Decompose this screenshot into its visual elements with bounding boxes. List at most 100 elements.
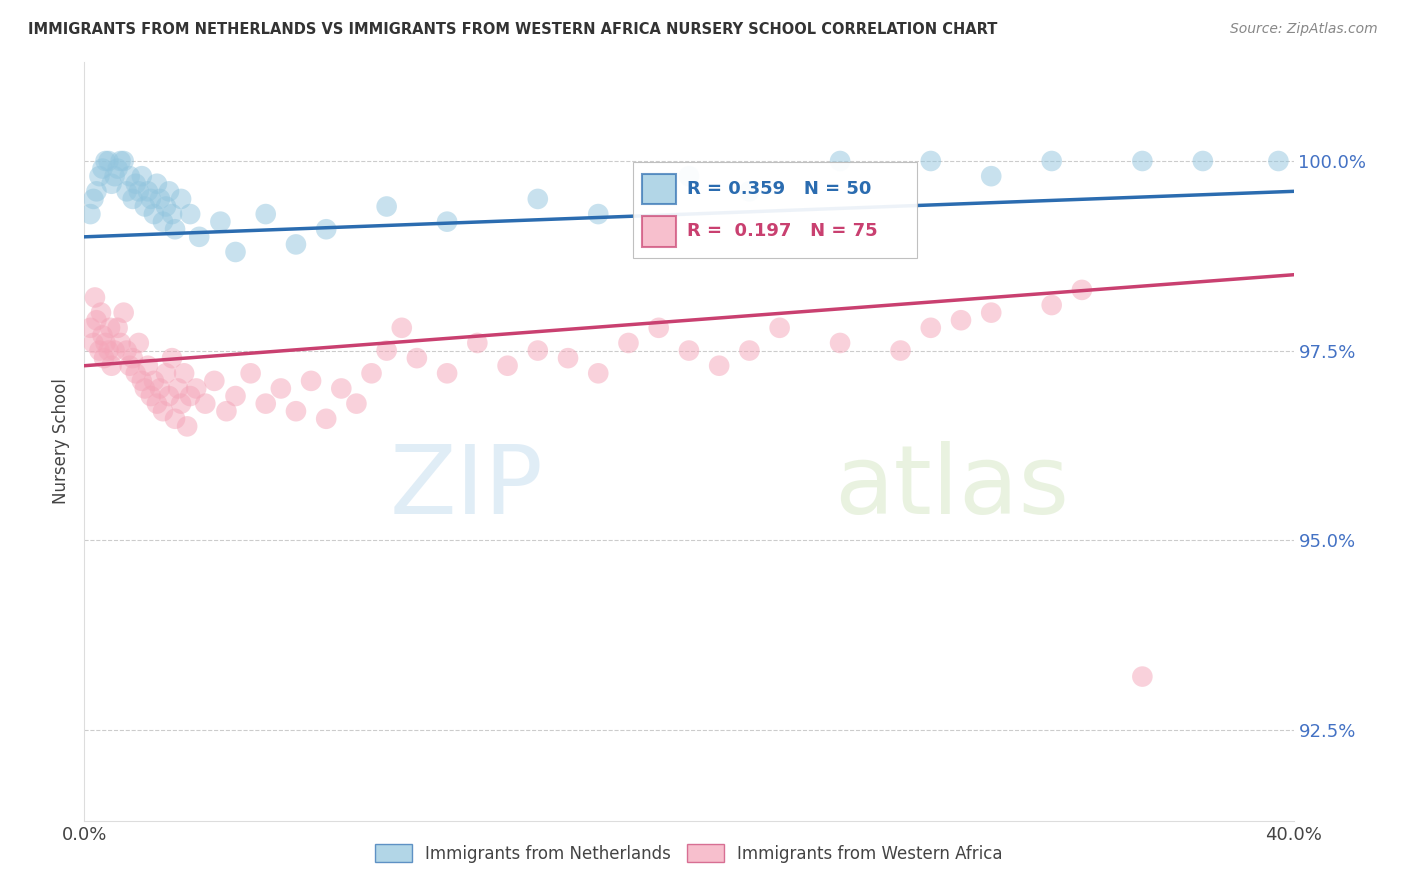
Point [830, 336, 852, 351]
Point [165, 222, 187, 236]
Point [375, 343, 398, 358]
Text: ZIP: ZIP [389, 441, 544, 533]
Point [890, 343, 912, 358]
Point [107, 321, 129, 335]
Point [179, 389, 201, 403]
Point [155, 200, 177, 214]
Point [89, 169, 111, 184]
Point [91, 328, 114, 343]
Point [118, 359, 141, 373]
Point [128, 336, 150, 351]
Point [107, 161, 129, 176]
Point [225, 245, 247, 260]
Point [1132, 154, 1154, 169]
Point [769, 321, 792, 335]
Point [97, 154, 120, 169]
Point [82, 192, 104, 206]
Point [467, 336, 489, 351]
Point [131, 374, 153, 388]
Point [285, 237, 308, 252]
Point [315, 412, 337, 426]
Point [215, 404, 238, 418]
Point [93, 351, 115, 366]
Point [121, 351, 143, 366]
Point [1040, 298, 1063, 312]
Legend: Immigrants from Netherlands, Immigrants from Western Africa: Immigrants from Netherlands, Immigrants … [368, 838, 1010, 869]
Point [125, 367, 148, 381]
Point [179, 207, 201, 221]
Point [299, 374, 322, 388]
Point [270, 382, 292, 396]
Point [830, 154, 852, 169]
Point [90, 306, 112, 320]
Point [170, 397, 193, 411]
Point [152, 215, 174, 229]
Point [118, 169, 141, 184]
Point [136, 359, 159, 373]
Point [360, 367, 382, 381]
Point [104, 343, 127, 358]
Point [406, 351, 429, 366]
Point [617, 336, 640, 351]
Point [104, 169, 127, 184]
Point [254, 207, 277, 221]
Point [86, 313, 108, 327]
Point [139, 389, 162, 403]
Point [254, 397, 277, 411]
Text: atlas: atlas [834, 441, 1069, 533]
Point [678, 169, 700, 184]
Text: IMMIGRANTS FROM NETHERLANDS VS IMMIGRANTS FROM WESTERN AFRICA NURSERY SCHOOL COR: IMMIGRANTS FROM NETHERLANDS VS IMMIGRANT… [28, 22, 997, 37]
Point [128, 185, 150, 199]
Point [588, 367, 610, 381]
Point [496, 359, 519, 373]
Point [436, 215, 458, 229]
Point [980, 169, 1002, 184]
Point [285, 404, 308, 418]
Point [110, 336, 132, 351]
Point [194, 397, 217, 411]
Point [146, 397, 169, 411]
Point [920, 321, 942, 335]
Point [557, 351, 579, 366]
Point [134, 200, 156, 214]
Point [94, 336, 117, 351]
Point [209, 215, 232, 229]
Point [100, 359, 122, 373]
Point [648, 321, 671, 335]
Point [146, 177, 169, 191]
Point [79, 207, 101, 221]
Point [115, 185, 138, 199]
Point [202, 374, 225, 388]
Point [980, 306, 1002, 320]
Point [346, 397, 368, 411]
Text: R =  0.197   N = 75: R = 0.197 N = 75 [688, 222, 877, 240]
Point [97, 343, 120, 358]
Point [315, 222, 337, 236]
Point [950, 313, 973, 327]
Point [157, 185, 180, 199]
Point [160, 351, 183, 366]
Point [110, 154, 132, 169]
Point [134, 382, 156, 396]
Point [588, 207, 610, 221]
Point [94, 154, 117, 169]
Point [391, 321, 413, 335]
Point [170, 192, 193, 206]
Point [149, 382, 172, 396]
Point [155, 367, 177, 381]
Point [1192, 154, 1215, 169]
Point [89, 343, 111, 358]
Point [98, 321, 121, 335]
Point [920, 154, 942, 169]
Point [709, 359, 731, 373]
Point [112, 154, 135, 169]
Point [188, 230, 211, 244]
Point [738, 343, 761, 358]
Point [165, 412, 187, 426]
Y-axis label: Nursery School: Nursery School [52, 378, 70, 505]
Point [167, 382, 190, 396]
Point [115, 343, 138, 358]
Point [79, 321, 101, 335]
Point [678, 343, 700, 358]
Point [1267, 154, 1289, 169]
